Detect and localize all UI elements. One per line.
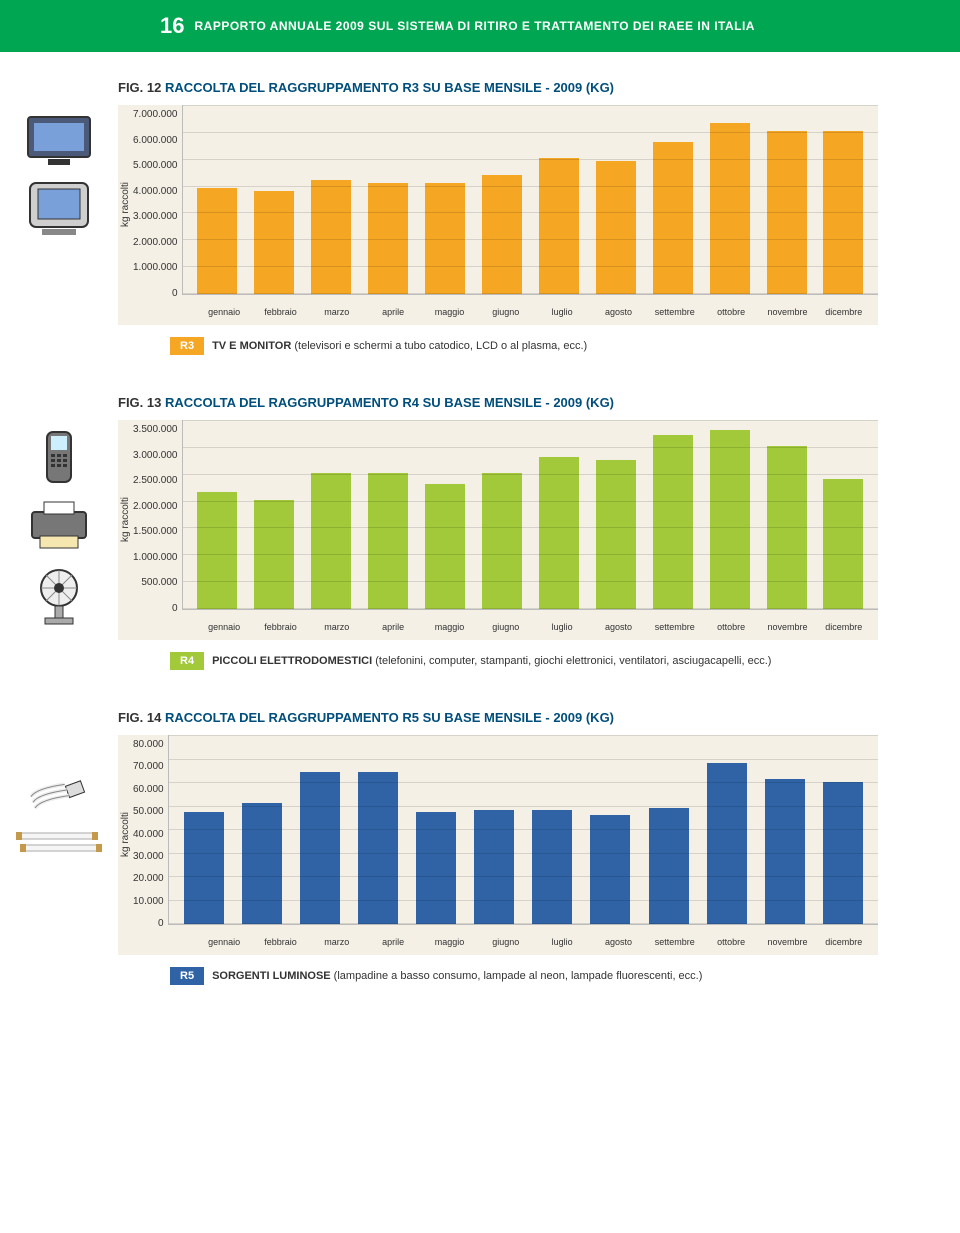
figure-14-chart: kg raccolti80.00070.00060.00050.00040.00… [118,735,878,955]
chart-bar [425,484,465,609]
chart-bar [416,812,456,924]
printer-icon [22,498,96,554]
figure-14-icons [0,735,118,861]
chart-bar [590,815,630,924]
cfl-bulb-icon [22,775,96,815]
figure-12: FIG. 12 RACCOLTA DEL RAGGRUPPAMENTO R3 S… [0,80,960,355]
chart-bar [482,175,522,294]
figure-12-caption: RACCOLTA DEL RAGGRUPPAMENTO R3 SU BASE M… [165,80,614,95]
x-axis-labels: gennaiofebbraiomarzoaprilemaggiogiugnolu… [190,618,878,640]
chart-bar [539,457,579,609]
chart-bar [767,446,807,609]
chart-bar [184,812,224,924]
r3-tag: R3 [170,337,204,355]
x-axis-labels: gennaiofebbraiomarzoaprilemaggiogiugnolu… [190,303,878,325]
chart-bar [653,435,693,609]
r3-legend-strong: TV E MONITOR [212,340,291,352]
chart-bar [425,183,465,294]
figure-14-title: FIG. 14 RACCOLTA DEL RAGGRUPPAMENTO R5 S… [118,710,960,725]
chart-bar [300,772,340,924]
chart-bar [710,123,750,294]
plot-area [182,105,879,295]
figure-14-caption: RACCOLTA DEL RAGGRUPPAMENTO R5 SU BASE M… [165,710,614,725]
chart-bar [197,188,237,294]
chart-bar [532,810,572,924]
fluorescent-tubes-icon [14,825,104,861]
r3-legend-desc: (televisori e schermi a tubo catodico, L… [291,340,587,352]
plot-area [182,420,879,610]
x-axis-labels: gennaiofebbraiomarzoaprilemaggiogiugnolu… [190,933,878,955]
r5-tag: R5 [170,967,204,985]
y-axis-ticks: 3.500.0003.000.0002.500.0002.000.0001.50… [133,420,182,618]
y-axis-ticks: 80.00070.00060.00050.00040.00030.00020.0… [133,735,168,933]
chart-bar [358,772,398,924]
figure-13-caption: RACCOLTA DEL RAGGRUPPAMENTO R4 SU BASE M… [165,395,614,410]
figure-13-icons [0,420,118,628]
figure-12-icons [0,105,118,239]
crt-monitor-icon [22,177,96,239]
plot-area [168,735,878,925]
r4-legend-strong: PICCOLI ELETTRODOMESTICI [212,655,372,667]
chart-bar [765,779,805,924]
figure-13-prefix: FIG. 13 [118,395,161,410]
chart-bar [197,492,237,609]
y-axis-label: kg raccolti [118,420,133,618]
figure-13: FIG. 13 RACCOLTA DEL RAGGRUPPAMENTO R4 S… [0,395,960,670]
figure-13-chart: kg raccolti3.500.0003.000.0002.500.0002.… [118,420,878,640]
chart-bar [482,473,522,609]
chart-bar [311,180,351,294]
flatscreen-tv-icon [22,113,96,167]
chart-bar [707,763,747,925]
chart-bar [596,161,636,294]
chart-bar [596,460,636,609]
r4-tag: R4 [170,652,204,670]
figure-14-prefix: FIG. 14 [118,710,161,725]
report-title: RAPPORTO ANNUALE 2009 SUL SISTEMA DI RIT… [194,19,755,33]
figure-14-legend: R5 SORGENTI LUMINOSE (lampadine a basso … [170,967,960,985]
figure-14: FIG. 14 RACCOLTA DEL RAGGRUPPAMENTO R5 S… [0,710,960,985]
figure-12-prefix: FIG. 12 [118,80,161,95]
y-axis-ticks: 7.000.0006.000.0005.000.0004.000.0003.00… [133,105,182,303]
chart-bar [311,473,351,609]
chart-bar [368,183,408,294]
figure-12-chart: kg raccolti7.000.0006.000.0005.000.0004.… [118,105,878,325]
page-header: 16 RAPPORTO ANNUALE 2009 SUL SISTEMA DI … [0,0,960,52]
y-axis-label: kg raccolti [118,105,133,303]
chart-bar [254,191,294,294]
chart-bar [254,500,294,609]
chart-bar [823,479,863,609]
figure-12-legend: R3 TV E MONITOR (televisori e schermi a … [170,337,960,355]
figure-13-legend: R4 PICCOLI ELETTRODOMESTICI (telefonini,… [170,652,960,670]
r5-legend-desc: (lampadine a basso consumo, lampade al n… [331,970,703,982]
y-axis-label: kg raccolti [118,735,133,933]
chart-bar [242,803,282,924]
r4-legend-desc: (telefonini, computer, stampanti, giochi… [372,655,771,667]
fan-icon [29,564,89,628]
r5-legend-strong: SORGENTI LUMINOSE [212,970,331,982]
chart-bar [474,810,514,924]
mobile-phone-icon [37,428,81,488]
chart-bar [767,131,807,294]
chart-bar [368,473,408,609]
figure-12-title: FIG. 12 RACCOLTA DEL RAGGRUPPAMENTO R3 S… [118,80,960,95]
chart-bar [710,430,750,609]
chart-bar [649,808,689,924]
figure-13-title: FIG. 13 RACCOLTA DEL RAGGRUPPAMENTO R4 S… [118,395,960,410]
chart-bar [653,142,693,294]
chart-bar [539,158,579,294]
page-number: 16 [160,13,184,39]
chart-bar [823,782,863,925]
chart-bar [823,131,863,294]
